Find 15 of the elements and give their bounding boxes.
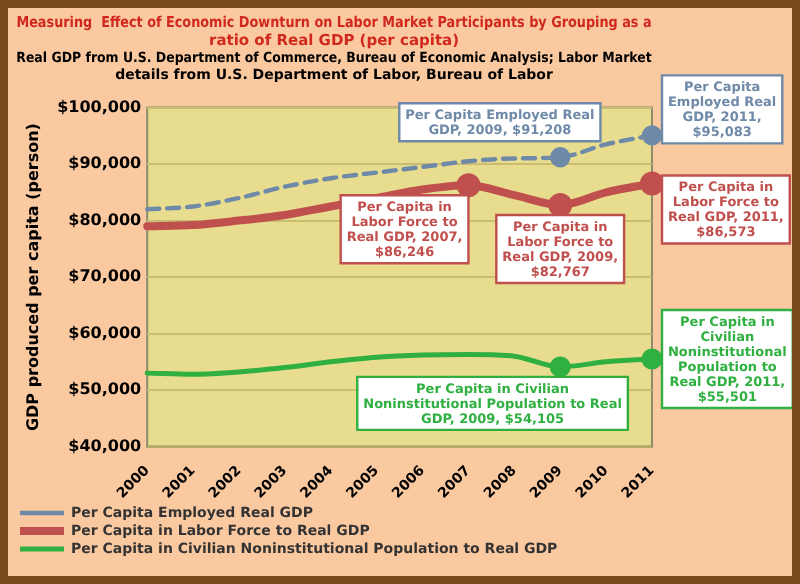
y-tick-label: $40,000 — [68, 436, 143, 455]
point — [641, 348, 663, 370]
y-tick-label: $50,000 — [68, 380, 143, 399]
y-tick-label: $100,000 — [57, 97, 143, 116]
y-tick-label: $70,000 — [68, 267, 143, 286]
y-axis-title: GDP produced per capita (person) — [23, 123, 42, 432]
point — [640, 171, 664, 196]
y-tick-label: $80,000 — [68, 210, 143, 229]
point — [549, 356, 571, 378]
y-tick-label: $90,000 — [68, 154, 143, 173]
point — [456, 173, 481, 198]
point — [548, 192, 573, 217]
y-tick-label: $60,000 — [68, 323, 143, 342]
point — [641, 125, 663, 146]
point — [550, 147, 571, 168]
